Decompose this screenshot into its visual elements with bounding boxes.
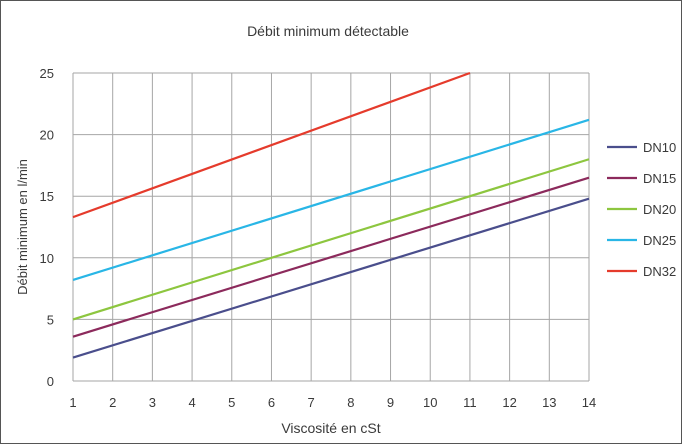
x-tick-label: 3 <box>149 395 156 410</box>
x-tick-label: 10 <box>423 395 437 410</box>
series-line-dn15 <box>72 176 590 338</box>
x-axis-label: Viscosité en cSt <box>281 420 380 436</box>
legend-label: DN25 <box>643 233 676 248</box>
legend-item-dn32: DN32 <box>607 264 676 279</box>
y-tick-label: 10 <box>40 251 54 266</box>
series-line-dn10 <box>72 197 590 359</box>
legend: DN10 DN15 DN20 DN25 DN32 <box>607 140 676 279</box>
legend-label: DN15 <box>643 171 676 186</box>
y-tick-label: 5 <box>47 312 54 327</box>
x-tick-label: 9 <box>387 395 394 410</box>
x-tick-labels: 1 2 3 4 5 6 7 8 9 10 11 12 13 14 <box>69 395 596 410</box>
y-tick-label: 15 <box>40 189 54 204</box>
chart-title: Débit minimum détectable <box>247 23 409 39</box>
x-tick-label: 2 <box>109 395 116 410</box>
y-tick-labels: 0 5 10 15 20 25 <box>40 66 54 389</box>
x-tick-label: 12 <box>502 395 516 410</box>
y-tick-label: 0 <box>47 374 54 389</box>
y-tick-label: 25 <box>40 66 54 81</box>
y-tick-label: 20 <box>40 128 54 143</box>
legend-label: DN10 <box>643 140 676 155</box>
y-axis-label: Débit minimum en l/min <box>15 159 30 295</box>
legend-item-dn15: DN15 <box>607 171 676 186</box>
series-lines <box>72 71 590 359</box>
legend-item-dn20: DN20 <box>607 202 676 217</box>
x-tick-label: 5 <box>228 395 235 410</box>
x-tick-label: 11 <box>463 395 477 410</box>
x-tick-label: 6 <box>268 395 275 410</box>
x-tick-label: 8 <box>347 395 354 410</box>
x-tick-label: 13 <box>542 395 556 410</box>
legend-item-dn25: DN25 <box>607 233 676 248</box>
x-tick-label: 4 <box>188 395 195 410</box>
x-tick-label: 14 <box>582 395 596 410</box>
x-tick-label: 7 <box>308 395 315 410</box>
series-line-dn32 <box>72 71 471 219</box>
series-line-dn25 <box>72 118 590 282</box>
legend-label: DN32 <box>643 264 676 279</box>
legend-label: DN20 <box>643 202 676 217</box>
legend-item-dn10: DN10 <box>607 140 676 155</box>
series-line-dn20 <box>72 158 590 321</box>
x-tick-label: 1 <box>69 395 76 410</box>
